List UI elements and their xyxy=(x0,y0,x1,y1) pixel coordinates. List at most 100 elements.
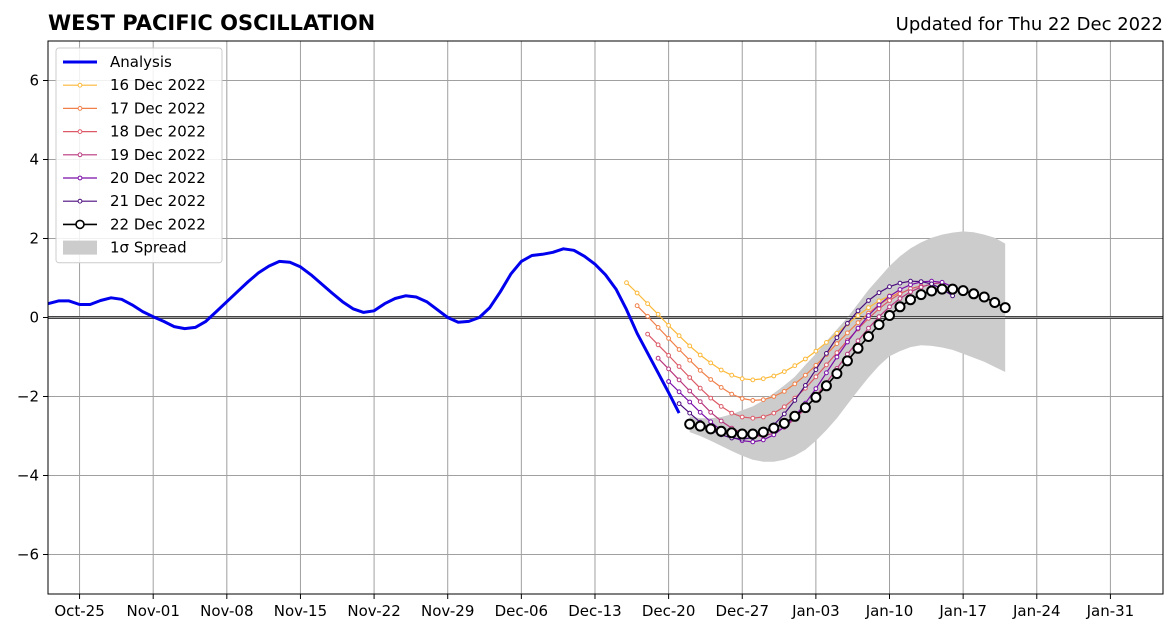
data-point xyxy=(876,314,882,320)
data-point xyxy=(634,290,640,296)
legend-label: 19 Dec 2022 xyxy=(110,146,206,164)
data-point xyxy=(729,372,735,378)
data-point xyxy=(781,389,787,394)
data-point xyxy=(645,301,650,307)
legend-label: 1σ Spread xyxy=(110,239,187,257)
data-point xyxy=(820,380,832,392)
legend-box xyxy=(55,47,223,264)
data-point xyxy=(697,409,703,415)
data-point xyxy=(841,355,853,367)
data-point xyxy=(866,305,871,311)
data-point xyxy=(687,343,693,349)
legend-item: 1σ Spread xyxy=(63,239,187,257)
y-tick-label: 0 xyxy=(29,309,39,327)
data-point xyxy=(876,298,882,304)
data-point xyxy=(771,410,777,416)
data-point xyxy=(855,325,861,331)
x-tick-label: Jan-17 xyxy=(938,602,987,620)
data-point xyxy=(655,342,661,348)
zero-line-layer xyxy=(48,316,1163,319)
data-point xyxy=(666,366,671,372)
data-point xyxy=(750,439,756,445)
legend-label: 18 Dec 2022 xyxy=(110,123,206,141)
legend-item: 19 Dec 2022 xyxy=(63,146,206,164)
spread-band xyxy=(689,231,1006,462)
data-point xyxy=(715,425,727,437)
legend-label: 22 Dec 2022 xyxy=(110,215,206,233)
data-point xyxy=(655,311,661,317)
data-point xyxy=(876,306,882,312)
legend-item: Analysis xyxy=(63,53,172,71)
series-forecast-7 xyxy=(684,283,1011,440)
data-point xyxy=(624,280,629,286)
data-point xyxy=(824,340,829,345)
legend-item: 22 Dec 2022 xyxy=(63,215,206,233)
data-point xyxy=(676,377,682,383)
data-point xyxy=(666,336,671,341)
x-tick-label: Nov-08 xyxy=(200,602,253,620)
legend-marker xyxy=(77,129,83,135)
data-point xyxy=(855,320,861,326)
data-point xyxy=(845,339,850,345)
data-point xyxy=(694,420,706,432)
data-point xyxy=(813,362,819,368)
data-point xyxy=(687,399,693,405)
legend-item: 16 Dec 2022 xyxy=(63,76,206,94)
data-point xyxy=(676,364,682,369)
data-point xyxy=(834,341,840,347)
legend-marker xyxy=(77,82,83,88)
data-point xyxy=(803,383,808,388)
data-point xyxy=(866,325,871,331)
data-point xyxy=(760,397,766,403)
data-point xyxy=(866,298,871,303)
data-point xyxy=(831,368,843,380)
legend-swatch xyxy=(63,240,97,255)
data-point xyxy=(855,308,861,314)
legend-item: 18 Dec 2022 xyxy=(63,123,206,141)
data-point xyxy=(884,310,895,321)
chart-subtitle: Updated for Thu 22 Dec 2022 xyxy=(896,14,1163,35)
data-point xyxy=(708,419,714,425)
data-point xyxy=(718,418,724,424)
data-point xyxy=(781,411,787,417)
data-point xyxy=(655,355,661,361)
data-point xyxy=(666,323,671,328)
data-point xyxy=(887,293,892,299)
data-point xyxy=(803,356,808,362)
data-point xyxy=(887,304,892,310)
legend-item: 17 Dec 2022 xyxy=(63,99,206,117)
data-point xyxy=(897,287,903,292)
legend-label: 20 Dec 2022 xyxy=(110,169,206,187)
data-point xyxy=(792,398,798,403)
data-point xyxy=(926,285,938,297)
data-point xyxy=(729,410,735,416)
x-tick-label: Dec-06 xyxy=(495,602,549,620)
data-point xyxy=(905,294,916,306)
data-point xyxy=(824,362,829,368)
data-point xyxy=(792,363,798,369)
x-tick-label: Oct-25 xyxy=(54,602,104,620)
data-point xyxy=(968,288,980,300)
data-point xyxy=(645,313,650,319)
data-point xyxy=(852,342,864,354)
y-tick-label: −4 xyxy=(17,467,39,485)
data-point xyxy=(708,409,714,415)
legend-marker xyxy=(77,152,83,158)
data-point xyxy=(918,279,924,285)
y-tick-label: 4 xyxy=(29,151,39,169)
data-point xyxy=(708,395,714,401)
y-tick-label: −6 xyxy=(17,546,39,564)
legend-item: 20 Dec 2022 xyxy=(63,169,206,187)
data-point xyxy=(863,331,874,342)
data-point xyxy=(947,283,959,295)
data-point xyxy=(810,391,822,403)
data-point xyxy=(676,347,682,352)
data-point xyxy=(750,415,756,421)
spread-layer xyxy=(689,231,1006,462)
legend-label: 21 Dec 2022 xyxy=(110,192,206,210)
data-point xyxy=(824,351,829,356)
data-point xyxy=(799,402,811,414)
data-point xyxy=(771,373,777,379)
legend-label: Analysis xyxy=(110,53,172,71)
